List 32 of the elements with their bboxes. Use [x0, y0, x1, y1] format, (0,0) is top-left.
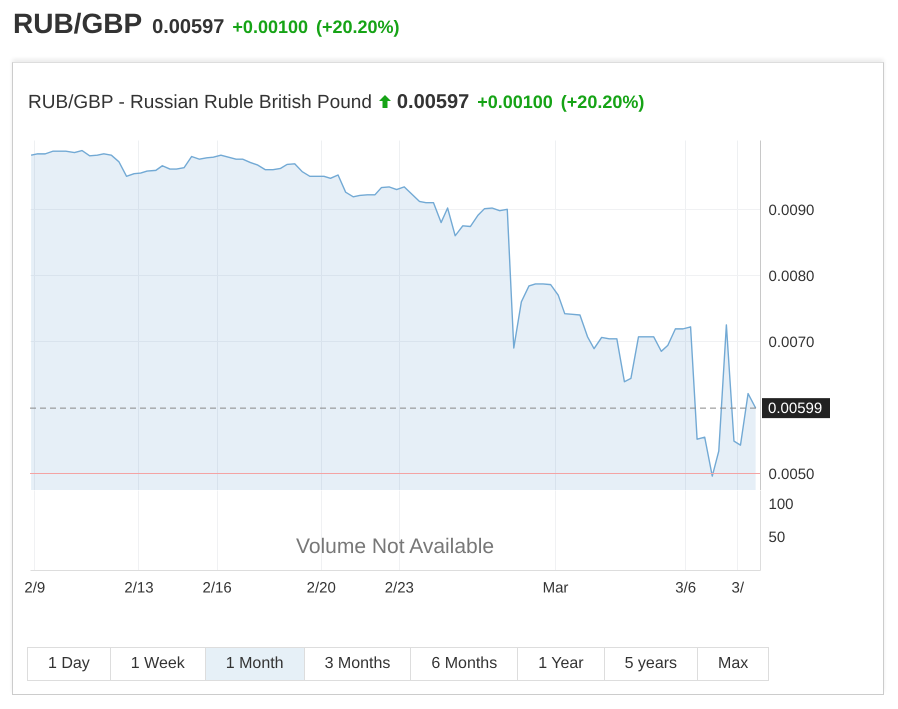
annotation: Volume Not Available [296, 535, 494, 558]
text: +0.00100 [477, 92, 553, 112]
text: 1 Year [517, 647, 605, 681]
y-tick-label: 100 [768, 496, 794, 513]
ref-line-label: 0.00599 [768, 400, 822, 418]
text: 5 years [604, 647, 698, 681]
y-tick-label: 0.0050 [768, 466, 814, 483]
text: RUB/GBP [13, 8, 142, 39]
text: 1 Month [204, 647, 305, 681]
text: 0.00597 [152, 16, 224, 38]
text: Max [697, 647, 770, 681]
text: 1 Day [27, 647, 111, 681]
x-tick-label: 2/9 [24, 580, 46, 596]
y-tick-label: 0.0080 [768, 268, 814, 285]
text: 0.00597 [396, 91, 470, 113]
text: 6 Months [410, 647, 518, 681]
y-tick-label: 50 [768, 529, 786, 546]
text: +0.00100 [232, 17, 308, 37]
text: 3 Months [304, 647, 412, 681]
x-tick-label: 2/23 [384, 580, 414, 596]
x-tick-label: 2/16 [202, 580, 232, 596]
text: (+20.20%) [316, 17, 400, 37]
y-tick-label: 0.0070 [768, 334, 814, 351]
x-tick-label: 3/ [731, 580, 745, 596]
x-tick-label: 2/20 [306, 580, 336, 596]
text: (+20.20%) [560, 92, 644, 112]
chart-title: RUB/GBP - Russian Ruble British Pound [28, 92, 372, 113]
text: 1 Week [110, 647, 206, 681]
x-tick-label: Mar [542, 580, 568, 596]
x-tick-label: 3/6 [675, 580, 696, 596]
x-tick-label: 2/13 [124, 580, 154, 596]
y-tick-label: 0.0090 [768, 202, 814, 219]
